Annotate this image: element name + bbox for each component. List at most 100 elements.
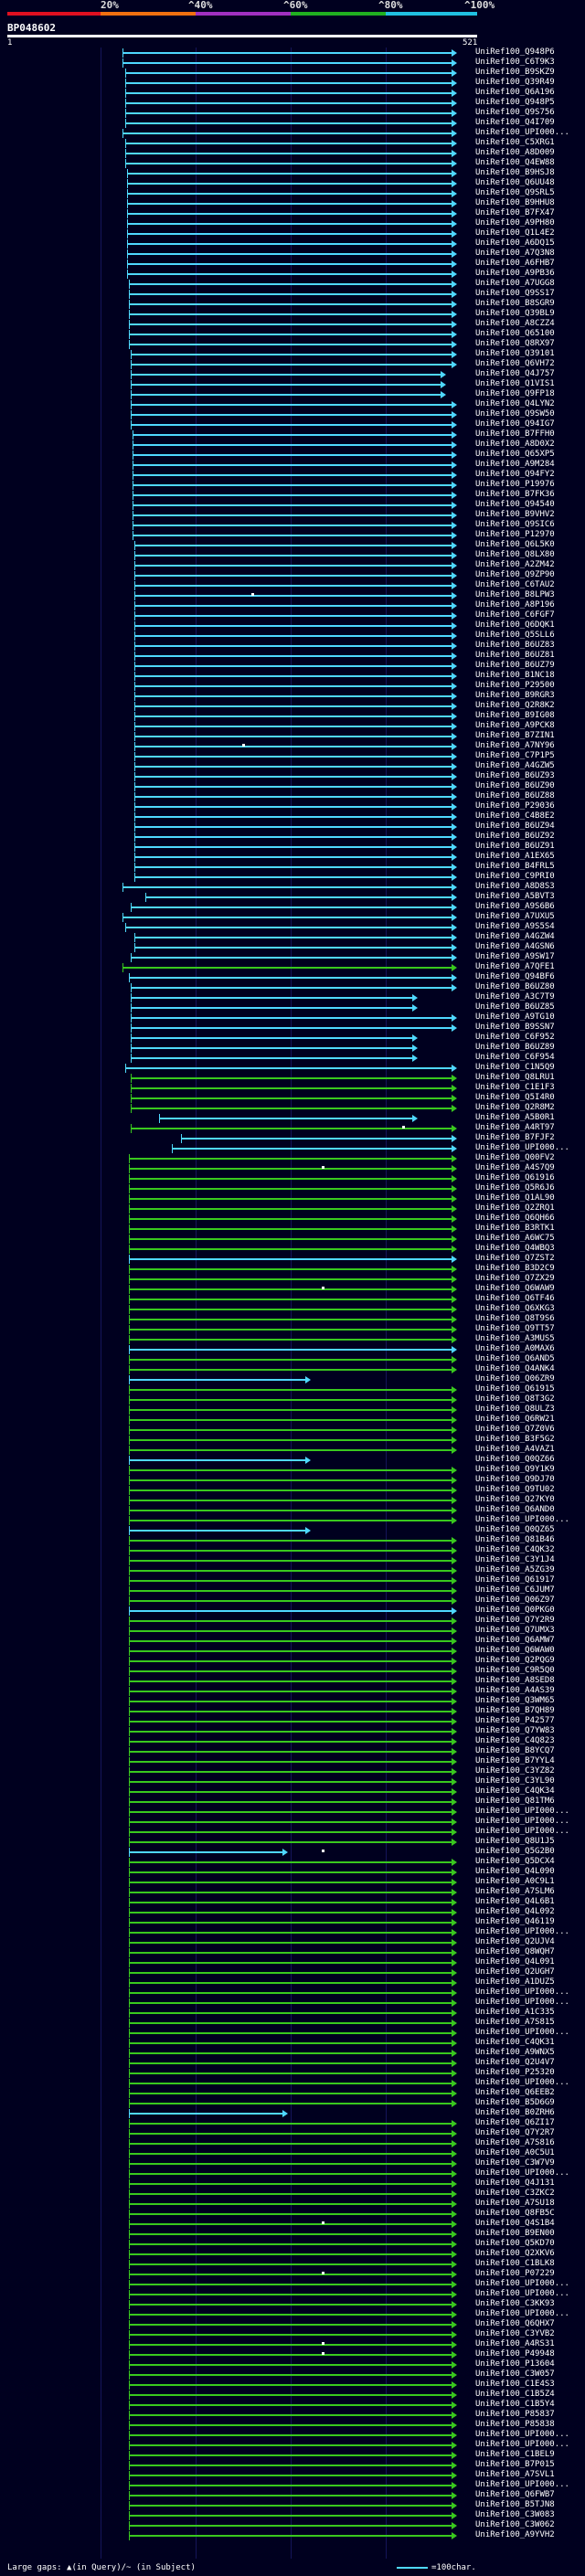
hit-accession-link[interactable]: UniRef100_Q06Z97 <box>475 1595 555 1605</box>
hit-accession-link[interactable]: UniRef100_A9PCK8 <box>475 721 555 730</box>
hit-accession-link[interactable]: UniRef100_B4FRL5 <box>475 862 555 871</box>
hit-accession-link[interactable]: UniRef100_UPI000... <box>475 1817 569 1826</box>
hit-accession-link[interactable]: UniRef100_P25320 <box>475 2068 555 2077</box>
hit-accession-link[interactable]: UniRef100_A7SLM6 <box>475 1887 555 1896</box>
hit-accession-link[interactable]: UniRef100_C6F952 <box>475 1033 555 1042</box>
hit-accession-link[interactable]: UniRef100_C3ZKC2 <box>475 2189 555 2198</box>
hit-accession-link[interactable]: UniRef100_Q6FWB7 <box>475 2490 555 2499</box>
hit-accession-link[interactable]: UniRef100_B5D6G9 <box>475 2098 555 2107</box>
hit-accession-link[interactable]: UniRef100_A0C5U1 <box>475 2148 555 2157</box>
hit-accession-link[interactable]: UniRef100_A9S6B6 <box>475 902 555 911</box>
hit-accession-link[interactable]: UniRef100_Q6ZI17 <box>475 2118 555 2127</box>
hit-accession-link[interactable]: UniRef100_A0MAX6 <box>475 1344 555 1353</box>
hit-accession-link[interactable]: UniRef100_Q9DJ70 <box>475 1475 555 1484</box>
hit-accession-link[interactable]: UniRef100_P29500 <box>475 681 555 690</box>
hit-accession-link[interactable]: UniRef100_A8D8S3 <box>475 882 555 891</box>
hit-accession-link[interactable]: UniRef100_B9IG08 <box>475 711 555 720</box>
hit-accession-link[interactable]: UniRef100_UPI000... <box>475 1998 569 2007</box>
hit-accession-link[interactable]: UniRef100_Q4S1B4 <box>475 2219 555 2228</box>
hit-accession-link[interactable]: UniRef100_Q9Y1K9 <box>475 1465 555 1474</box>
hit-accession-link[interactable]: UniRef100_A7QFE1 <box>475 962 555 971</box>
hit-accession-link[interactable]: UniRef100_Q6AND0 <box>475 1505 555 1514</box>
hit-accession-link[interactable]: UniRef100_C1N5Q9 <box>475 1063 555 1072</box>
hit-accession-link[interactable]: UniRef100_Q6TF46 <box>475 1294 555 1303</box>
hit-accession-link[interactable]: UniRef100_C6F954 <box>475 1053 555 1062</box>
hit-accession-link[interactable]: UniRef100_Q5R6J6 <box>475 1183 555 1193</box>
hit-accession-link[interactable]: UniRef100_Q6RW21 <box>475 1415 555 1424</box>
hit-accession-link[interactable]: UniRef100_A4AS39 <box>475 1686 555 1695</box>
hit-accession-link[interactable]: UniRef100_Q6WAW9 <box>475 1284 555 1293</box>
hit-accession-link[interactable]: UniRef100_UPI000... <box>475 2440 569 2449</box>
hit-accession-link[interactable]: UniRef100_A4GZW5 <box>475 761 555 770</box>
hit-accession-link[interactable]: UniRef100_Q1L4E2 <box>475 228 555 238</box>
hit-accession-link[interactable]: UniRef100_Q7ZST2 <box>475 1254 555 1263</box>
hit-accession-link[interactable]: UniRef100_UPI000... <box>475 2480 569 2489</box>
hit-accession-link[interactable]: UniRef100_A7UGG8 <box>475 279 555 288</box>
hit-accession-link[interactable]: UniRef100_P07229 <box>475 2269 555 2278</box>
hit-accession-link[interactable]: UniRef100_B6UZ79 <box>475 661 555 670</box>
hit-accession-link[interactable]: UniRef100_UPI000... <box>475 2279 569 2288</box>
hit-accession-link[interactable]: UniRef100_B6UZ94 <box>475 822 555 831</box>
hit-accession-link[interactable]: UniRef100_C1E4S3 <box>475 2380 555 2389</box>
hit-accession-link[interactable]: UniRef100_Q5SLL6 <box>475 631 555 640</box>
hit-accession-link[interactable]: UniRef100_Q9S756 <box>475 108 555 117</box>
hit-accession-link[interactable]: UniRef100_C3W7V9 <box>475 2158 555 2168</box>
hit-accession-link[interactable]: UniRef100_Q2U4V7 <box>475 2058 555 2067</box>
hit-accession-link[interactable]: UniRef100_Q8T9S6 <box>475 1314 555 1323</box>
hit-accession-link[interactable]: UniRef100_B9SSN7 <box>475 1023 555 1032</box>
hit-accession-link[interactable]: UniRef100_Q8T3G2 <box>475 1394 555 1404</box>
hit-accession-link[interactable]: UniRef100_Q2UJV4 <box>475 1937 555 1946</box>
hit-accession-link[interactable]: UniRef100_C1BLK8 <box>475 2259 555 2268</box>
hit-accession-link[interactable]: UniRef100_Q7Z0V6 <box>475 1425 555 1434</box>
hit-accession-link[interactable]: UniRef100_Q6XKG3 <box>475 1304 555 1313</box>
hit-accession-link[interactable]: UniRef100_C3YZ82 <box>475 1766 555 1776</box>
hit-accession-link[interactable]: UniRef100_Q7YW83 <box>475 1726 555 1735</box>
hit-accession-link[interactable]: UniRef100_A9WNX5 <box>475 2048 555 2057</box>
hit-accession-link[interactable]: UniRef100_A9PB36 <box>475 269 555 278</box>
hit-accession-link[interactable]: UniRef100_Q2ZRQ1 <box>475 1203 555 1213</box>
hit-accession-link[interactable]: UniRef100_Q7Y2R9 <box>475 1616 555 1625</box>
hit-accession-link[interactable]: UniRef100_B7P015 <box>475 2460 555 2469</box>
hit-accession-link[interactable]: UniRef100_Q5KD70 <box>475 2239 555 2248</box>
hit-accession-link[interactable]: UniRef100_C3KK93 <box>475 2299 555 2308</box>
hit-accession-link[interactable]: UniRef100_A8CZZ4 <box>475 319 555 328</box>
hit-accession-link[interactable]: UniRef100_C7P1P5 <box>475 751 555 760</box>
hit-accession-link[interactable]: UniRef100_C3YVB2 <box>475 2329 555 2338</box>
hit-accession-link[interactable]: UniRef100_UPI000... <box>475 2168 569 2178</box>
hit-accession-link[interactable]: UniRef100_Q9SS17 <box>475 289 555 298</box>
hit-accession-link[interactable]: UniRef100_A0C9L1 <box>475 1877 555 1886</box>
hit-accession-link[interactable]: UniRef100_UPI000... <box>475 1988 569 1997</box>
hit-accession-link[interactable]: UniRef100_A9TG10 <box>475 1012 555 1022</box>
hit-accession-link[interactable]: UniRef100_Q6EEB2 <box>475 2088 555 2097</box>
hit-accession-link[interactable]: UniRef100_Q61915 <box>475 1384 555 1394</box>
hit-accession-link[interactable]: UniRef100_A4S7Q9 <box>475 1163 555 1172</box>
hit-accession-link[interactable]: UniRef100_Q6L5K0 <box>475 540 555 549</box>
hit-accession-link[interactable]: UniRef100_Q9TT57 <box>475 1324 555 1333</box>
hit-accession-link[interactable]: UniRef100_A8SED8 <box>475 1676 555 1685</box>
hit-accession-link[interactable]: UniRef100_Q8ULZ3 <box>475 1405 555 1414</box>
hit-accession-link[interactable]: UniRef100_B3RTK1 <box>475 1224 555 1233</box>
hit-accession-link[interactable]: UniRef100_C3Y1J4 <box>475 1555 555 1564</box>
hit-accession-link[interactable]: UniRef100_Q65XP5 <box>475 450 555 459</box>
hit-accession-link[interactable]: UniRef100_A4RS31 <box>475 2339 555 2348</box>
hit-accession-link[interactable]: UniRef100_C1B5Z4 <box>475 2390 555 2399</box>
hit-accession-link[interactable]: UniRef100_A8P196 <box>475 600 555 610</box>
hit-accession-link[interactable]: UniRef100_B3D2C9 <box>475 1264 555 1273</box>
hit-accession-link[interactable]: UniRef100_C3YL90 <box>475 1776 555 1786</box>
hit-accession-link[interactable]: UniRef100_Q8LRU1 <box>475 1073 555 1082</box>
hit-accession-link[interactable]: UniRef100_UPI000... <box>475 2289 569 2298</box>
hit-accession-link[interactable]: UniRef100_UPI000... <box>475 1927 569 1936</box>
hit-accession-link[interactable]: UniRef100_UPI000... <box>475 2309 569 2318</box>
hit-accession-link[interactable]: UniRef100_A4GSN6 <box>475 942 555 951</box>
hit-accession-link[interactable]: UniRef100_Q5DCX4 <box>475 1857 555 1866</box>
hit-accession-link[interactable]: UniRef100_Q61917 <box>475 1575 555 1585</box>
hit-accession-link[interactable]: UniRef100_B7ZIN1 <box>475 731 555 740</box>
hit-accession-link[interactable]: UniRef100_P13604 <box>475 2359 555 2369</box>
hit-accession-link[interactable]: UniRef100_A5B0R1 <box>475 1113 555 1122</box>
hit-accession-link[interactable]: UniRef100_A9YVH2 <box>475 2530 555 2539</box>
hit-accession-link[interactable]: UniRef100_Q4J131 <box>475 2178 555 2188</box>
hit-accession-link[interactable]: UniRef100_C1B5Y4 <box>475 2400 555 2409</box>
hit-accession-link[interactable]: UniRef100_C6TAU2 <box>475 580 555 589</box>
hit-accession-link[interactable]: UniRef100_A2ZM42 <box>475 560 555 569</box>
hit-accession-link[interactable]: UniRef100_UPI000... <box>475 2430 569 2439</box>
